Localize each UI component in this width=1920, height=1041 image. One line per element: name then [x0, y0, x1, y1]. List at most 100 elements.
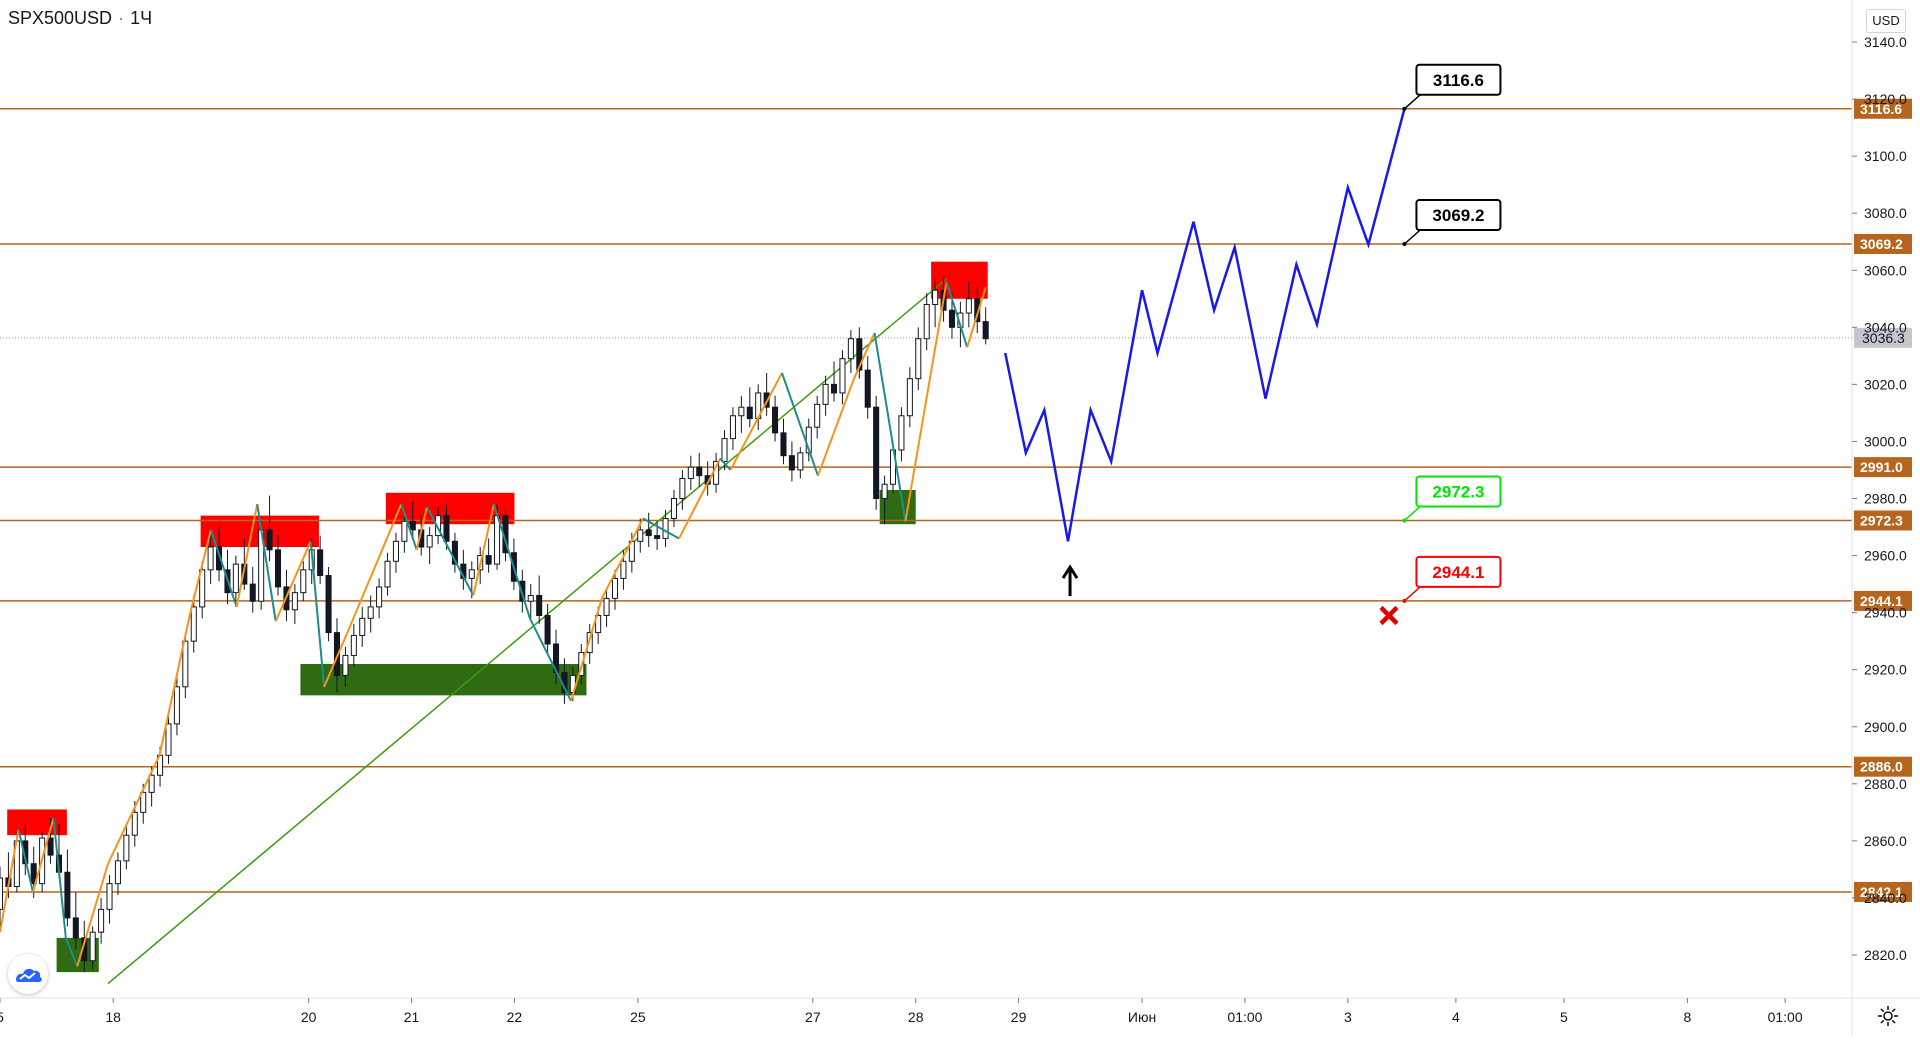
candle-body [662, 517, 669, 539]
candle-body [822, 383, 829, 405]
candle-body [780, 432, 787, 457]
candle-body [0, 877, 4, 910]
level-price-tag [1854, 590, 1912, 611]
callout-box[interactable] [1415, 199, 1502, 232]
callout-box[interactable] [1415, 475, 1502, 508]
x-tick-label: 29 [1011, 1009, 1027, 1025]
candle-body [443, 515, 450, 542]
zigzag-segment [678, 458, 722, 539]
zigzag-segment [158, 612, 192, 756]
zigzag-segment [348, 503, 403, 628]
tradingview-cloud-glyph [16, 968, 42, 982]
zigzag-segment [64, 937, 79, 967]
candle-body [165, 723, 172, 756]
candle-body [64, 871, 71, 919]
level-price-tag [1854, 457, 1912, 478]
y-tick-label: 3000.0 [1864, 433, 1907, 449]
level-price-value: 3116.6 [1860, 101, 1902, 117]
y-tick-label: 3060.0 [1864, 262, 1907, 278]
candle-body [114, 860, 121, 885]
candle-body [906, 378, 913, 417]
candle-body [932, 289, 939, 305]
candle-body [864, 369, 871, 408]
currency-button[interactable]: USD [1866, 9, 1906, 33]
level-price-value: 2972.3 [1860, 512, 1903, 528]
symbol-name[interactable]: SPX500USD [8, 8, 113, 28]
y-tick-label: 3120.0 [1864, 91, 1907, 107]
y-tick-label: 3020.0 [1864, 376, 1907, 392]
y-tick-label: 3140.0 [1864, 34, 1907, 50]
zigzag-segment [472, 503, 495, 596]
zigzag-segment [235, 504, 259, 608]
y-tick-label: 2900.0 [1864, 719, 1907, 735]
x-tick-label: 5 [0, 1009, 4, 1025]
level-price-tag [1854, 98, 1912, 119]
candle-body [915, 338, 922, 380]
candle-body [333, 632, 341, 676]
current-price-tag [1854, 327, 1912, 348]
candle-body [266, 529, 273, 551]
candle-body [839, 358, 846, 394]
candle-body [654, 535, 661, 539]
zigzag-segment [107, 754, 161, 865]
candle-body [595, 614, 602, 634]
candle-body [670, 498, 677, 519]
callout-label: 2944.1 [1432, 563, 1484, 582]
y-tick-label: 2960.0 [1864, 548, 1907, 564]
x-tick-label: 4 [1452, 1009, 1460, 1025]
y-tick-label: 3040.0 [1864, 319, 1907, 335]
candle-body [274, 549, 282, 588]
zigzag-segment [256, 504, 277, 622]
callout-box[interactable] [1415, 63, 1502, 96]
candle-body [536, 595, 543, 616]
tradingview-cloud-icon[interactable] [8, 954, 48, 994]
y-tick-label: 2820.0 [1864, 947, 1907, 963]
forecast-path[interactable] [1004, 108, 1406, 542]
y-tick-label: 2860.0 [1864, 833, 1907, 849]
callout-box[interactable] [1415, 555, 1502, 588]
trendline[interactable] [107, 278, 948, 985]
zigzag-segment [817, 378, 855, 477]
callout-label: 3069.2 [1432, 206, 1484, 225]
zigzag-segment [781, 372, 819, 477]
zigzag-segment [209, 529, 238, 608]
x-tick-label: 18 [105, 1009, 121, 1025]
candle-body [123, 834, 130, 862]
candle-body [199, 569, 206, 608]
x-tick-label: 22 [507, 1009, 523, 1025]
symbol-header[interactable]: SPX500USD · 1Ч [8, 8, 152, 29]
candle-body [974, 298, 981, 323]
candle-body [873, 406, 880, 500]
cross-icon-stroke [1379, 605, 1399, 626]
arrow-up-head [1061, 564, 1079, 579]
candle-body [620, 560, 627, 579]
y-tick-label: 2980.0 [1864, 491, 1907, 507]
level-price-tag [1854, 756, 1912, 777]
interval-label[interactable]: 1Ч [130, 8, 153, 28]
candle-body [182, 640, 189, 688]
candle-body [232, 563, 239, 594]
level-price-value: 2886.0 [1860, 759, 1903, 775]
candle-body [721, 438, 728, 462]
gear-icon[interactable] [1876, 1004, 1900, 1028]
level-price-value: 2991.0 [1860, 459, 1903, 475]
zigzag-segment [400, 503, 418, 551]
candle-body [586, 632, 593, 654]
current-price-value: 3036.3 [1862, 330, 1905, 346]
candle-body [772, 406, 779, 434]
candle-body [544, 614, 551, 645]
y-tick-label: 3080.0 [1864, 205, 1907, 221]
zigzag-segment [873, 332, 907, 522]
candle-body [679, 478, 686, 500]
level-price-tag [1854, 234, 1912, 255]
candle-body [788, 455, 795, 471]
candle-body [451, 540, 458, 565]
candle-body [342, 654, 349, 676]
candle-body [923, 303, 930, 340]
candle-body [317, 549, 324, 577]
candle-body [729, 415, 736, 440]
zigzag-segment [415, 506, 428, 551]
candle-body [207, 546, 214, 571]
